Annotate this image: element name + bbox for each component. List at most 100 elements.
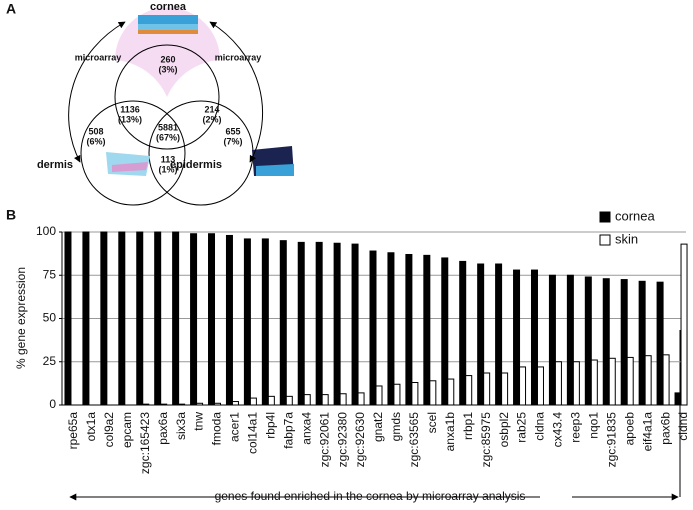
set-label: epidermis (170, 159, 222, 171)
region-count: 655 (225, 126, 240, 136)
arrow-label: microarray (75, 52, 122, 62)
bar (447, 378, 455, 406)
bar (154, 231, 162, 406)
legend-label: cornea (615, 208, 656, 223)
arrow (209, 21, 264, 163)
x-tick-label: osbpl2 (497, 412, 511, 448)
x-tick-label: six3a (174, 412, 188, 440)
region-percent: (6%) (86, 136, 105, 146)
set-label: dermis (37, 159, 73, 171)
x-tick-label: zgc:91835 (604, 412, 618, 468)
bar (536, 366, 544, 406)
bar (375, 385, 383, 406)
x-tick-label: nqo1 (586, 412, 600, 439)
x-tick-label: zgc:85975 (479, 412, 493, 468)
bar (662, 354, 670, 406)
x-tick-label: rbp4l (264, 412, 278, 439)
bar (638, 280, 646, 406)
bar (339, 393, 347, 406)
x-tick-label: apoeb (622, 412, 636, 446)
bar (495, 263, 503, 406)
bar (405, 253, 413, 406)
bar (357, 392, 365, 406)
region-percent: (2%) (202, 114, 221, 124)
bar (142, 403, 150, 406)
epidermis-image (252, 146, 294, 176)
region-percent: (3%) (158, 64, 177, 74)
bar (172, 231, 180, 406)
y-tick-label: 50 (43, 311, 57, 325)
bar (656, 281, 664, 406)
panel-label: A (6, 1, 16, 17)
x-tick-label: reep3 (569, 412, 583, 443)
region-percent: (7%) (223, 136, 242, 146)
bar (483, 372, 491, 406)
bar (315, 241, 323, 406)
x-tick-label: zgc:63565 (407, 412, 421, 468)
bar (196, 402, 204, 406)
bar (674, 392, 682, 406)
bar (411, 382, 419, 406)
bar (626, 356, 634, 406)
bar (459, 260, 467, 406)
x-tick-label: col9a2 (102, 412, 116, 448)
bar (64, 231, 72, 406)
x-tick-label: fabp7a (281, 412, 295, 449)
bar (441, 257, 449, 406)
region-count: 214 (204, 104, 219, 114)
bar (519, 366, 527, 406)
bar (602, 278, 610, 406)
bar (608, 357, 616, 406)
x-tick-label: rrbp1 (461, 412, 475, 440)
bar (477, 263, 485, 406)
x-tick-label: pax6a (156, 412, 170, 445)
x-tick-label: zgc:92061 (317, 412, 331, 468)
bar (590, 359, 598, 406)
bar (584, 276, 592, 406)
arrow-label: microarray (215, 52, 262, 62)
bar (554, 361, 562, 406)
bar (190, 233, 198, 406)
bar (501, 372, 509, 406)
x-tick-label: tnw (192, 412, 206, 431)
bar (429, 380, 437, 406)
x-tick-label: scel (425, 412, 439, 433)
bar (214, 402, 222, 406)
region-count: 5881 (158, 122, 178, 132)
bar (178, 403, 186, 406)
bar (644, 355, 652, 406)
bar (572, 361, 580, 406)
x-tick-label: eif4a1a (640, 412, 654, 452)
x-tick-label: zgc:92630 (353, 412, 367, 468)
dermis-image (106, 152, 150, 176)
bar (303, 394, 311, 406)
bar (680, 243, 688, 406)
y-tick-label: 75 (43, 267, 57, 281)
bar (249, 397, 257, 406)
x-tick-label: cx43.4 (551, 412, 565, 448)
bar (369, 250, 377, 406)
x-tick-label: cldna (533, 412, 547, 441)
bar (279, 240, 287, 406)
bar (566, 274, 574, 406)
x-tick-label: acer1 (228, 412, 242, 442)
x-tick-label: col14a1 (246, 412, 260, 454)
bar (261, 238, 269, 406)
y-tick-label: 25 (43, 354, 57, 368)
bar (465, 375, 473, 406)
bar (231, 401, 239, 406)
bar (243, 238, 251, 406)
region-count: 260 (160, 54, 175, 64)
set-label: cornea (150, 1, 187, 13)
x-tick-label: gmds (389, 412, 403, 441)
x-tick-label: zgc:165423 (138, 412, 152, 474)
x-tick-label: zgc:92380 (335, 412, 349, 468)
region-percent: (13%) (118, 114, 142, 124)
legend-swatch (599, 234, 611, 246)
bar (530, 269, 538, 406)
bar (620, 279, 628, 406)
x-tick-label: rpe65a (66, 412, 80, 450)
x-tick-label: anxa1b (443, 412, 457, 452)
region-count: 1136 (120, 104, 140, 114)
bar (351, 243, 359, 406)
